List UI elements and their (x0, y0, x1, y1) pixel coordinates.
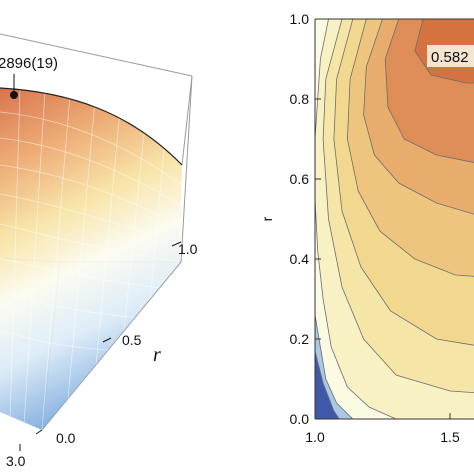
contour-frame (314, 18, 474, 420)
contour-x-tick-label: 1.5 (440, 429, 460, 445)
surface-top-edge (0, 87, 183, 166)
contour-annotation-text: 0.582 (431, 49, 469, 66)
contour-y-axis: 0.0 0.2 0.4 0.6 0.8 1.0 (290, 11, 321, 427)
surface-annotation-text: 2896(19) (0, 55, 58, 72)
contour-y-tick-label: 1.0 (290, 11, 310, 27)
surface-annotation: 2896(19) (0, 55, 58, 99)
contour-level-9 (315, 350, 340, 419)
contour-annotation-box (427, 45, 474, 67)
surface-r-tick-05: 0.5 (122, 332, 142, 348)
contour-y-tick-label: 0.6 (290, 171, 310, 187)
surface-panel: 2896(19) 1.0 0.5 0.0 r 3.0 (0, 33, 198, 469)
contour-x-tick-label: 1.0 (305, 429, 325, 445)
surface-mesh (0, 88, 182, 430)
surface-r-axis-label: r (153, 344, 161, 366)
surface-r-axis: 1.0 0.5 0.0 r (35, 241, 198, 446)
surface-x-axis: 3.0 (6, 444, 26, 469)
surface-x-tick-3: 3.0 (6, 453, 26, 469)
contour-y-tick-label: 0.8 (290, 91, 310, 107)
contour-y-tick-label: 0.0 (290, 411, 310, 427)
contour-annotation: 0.582 (427, 45, 474, 67)
surface-r-tick-1: 1.0 (178, 241, 198, 257)
surface-r-tick-0: 0.0 (56, 430, 76, 446)
contour-y-axis-label: r (259, 216, 275, 221)
contour-panel: 0.0 0.2 0.4 0.6 0.8 1.0 1.0 1.5 r 0.582 (259, 11, 474, 445)
contour-y-tick-label: 0.2 (290, 331, 310, 347)
contour-y-tick-label: 0.4 (290, 251, 310, 267)
contour-levels (315, 19, 474, 419)
contour-x-axis: 1.0 1.5 (305, 413, 460, 445)
